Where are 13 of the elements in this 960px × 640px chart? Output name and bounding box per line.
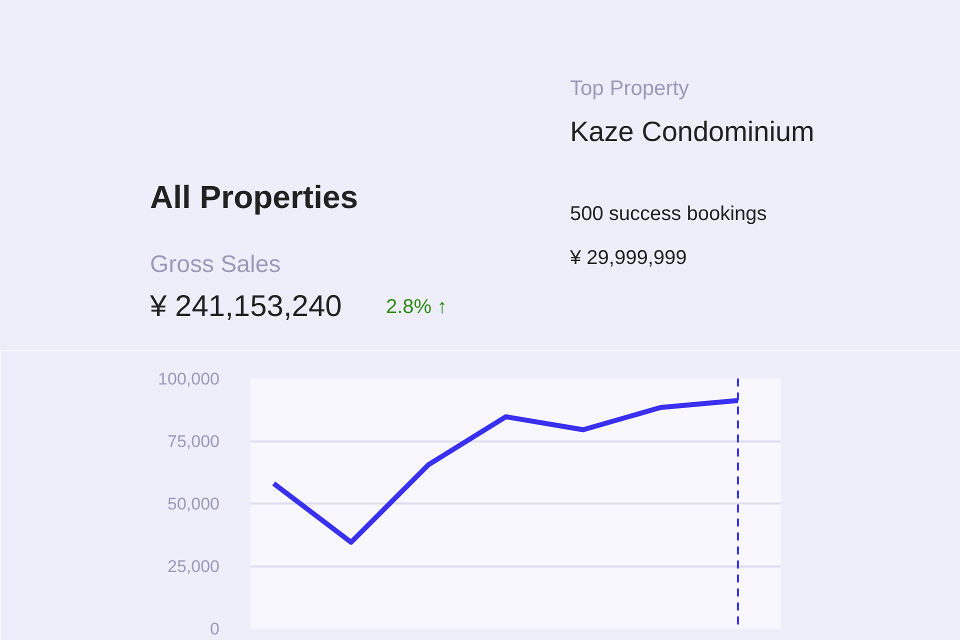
text: Top Property [570,76,690,102]
chart-subtitle: Gross Sales [150,250,281,280]
text: Kaze Condominium [570,115,814,149]
y-tick-label: 100,000 [158,370,220,388]
text: ¥ 241,153,240 [150,289,342,325]
y-tick-label: 25,000 [168,557,220,576]
text: ¥ 29,999,999 [570,246,687,271]
text: 500 success bookings [570,202,767,227]
text: 2.8% ↑ [386,295,448,320]
y-tick-label: 0 [210,620,220,638]
chart-title: All Properties [150,178,358,217]
y-tick-label: 75,000 [168,432,220,451]
y-tick-label: 50,000 [168,494,220,514]
